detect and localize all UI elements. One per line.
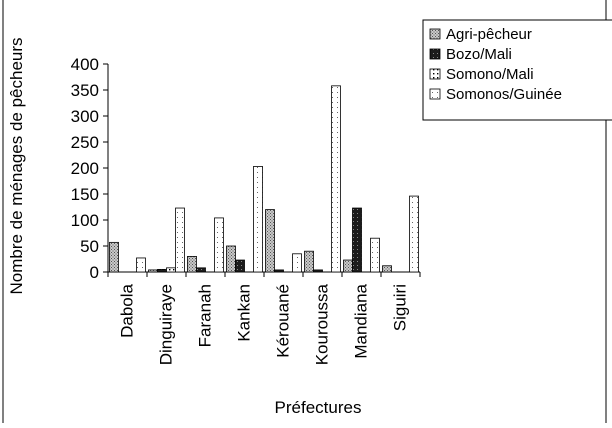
legend-swatch <box>429 48 441 60</box>
legend-swatch <box>429 68 441 80</box>
y-ticks: 0 50 100 150 200 250 300 350 400 <box>71 55 108 282</box>
bar-somono-mali <box>166 267 176 273</box>
bar-agri-p-cheur <box>265 209 275 273</box>
legend-label: Bozo/Mali <box>446 46 512 63</box>
x-tick-label: Kérouané <box>274 284 293 358</box>
x-tick-label: Kouroussa <box>313 283 332 365</box>
y-tick-label: 300 <box>71 107 99 126</box>
bar-bozo-mali <box>352 207 362 273</box>
bar-agri-p-cheur <box>382 265 392 273</box>
x-ticks <box>107 272 421 277</box>
bar-somonos-guin-e <box>136 257 146 273</box>
x-tick-label: Siguiri <box>391 284 410 331</box>
bar-somonos-guin-e <box>370 237 380 273</box>
bar-agri-p-cheur <box>226 245 236 273</box>
x-tick-label: Dinguiraye <box>157 284 176 365</box>
legend-label: Somono/Mali <box>446 66 534 83</box>
bar-agri-p-cheur <box>109 241 119 273</box>
legend: Agri-pêcheur Bozo/Mali Somono/Mali Somonos/… <box>422 19 612 121</box>
bar-somonos-guin-e <box>253 166 263 273</box>
y-tick-label: 100 <box>71 211 99 230</box>
bar-somonos-guin-e <box>214 217 224 273</box>
bar-agri-p-cheur <box>343 259 353 273</box>
bar-somonos-guin-e <box>292 253 302 273</box>
y-tick-label: 200 <box>71 159 99 178</box>
x-tick-label: Mandiana <box>352 283 371 358</box>
y-tick-label: 50 <box>80 237 99 256</box>
legend-swatch <box>429 88 441 100</box>
bar-bozo-mali <box>235 259 245 273</box>
bar-bozo-mali <box>157 268 167 273</box>
x-tick-label: Faranah <box>196 284 215 347</box>
bar-somonos-guin-e <box>175 207 185 273</box>
bar-bozo-mali <box>313 269 323 273</box>
y-tick-label: 400 <box>71 55 99 74</box>
bars <box>109 85 419 273</box>
y-tick-label: 150 <box>71 185 99 204</box>
bar-agri-p-cheur <box>304 250 314 273</box>
y-tick-label: 350 <box>71 81 99 100</box>
y-axis-label: Nombre de ménages de pêcheurs <box>7 37 26 294</box>
bar-agri-p-cheur <box>148 269 158 273</box>
x-tick-labels: Dabola Dinguiraye Faranah Kankan Kérouané Kou… <box>118 283 410 365</box>
legend-label: Somonos/Guinée <box>446 86 562 103</box>
x-tick-label: Kankan <box>235 284 254 342</box>
bar-bozo-mali <box>196 267 206 273</box>
bar-bozo-mali <box>274 269 284 273</box>
legend-box <box>422 19 612 121</box>
y-tick-label: 250 <box>71 133 99 152</box>
bar-somonos-guin-e <box>331 85 341 273</box>
y-tick-label: 0 <box>90 263 99 282</box>
bar-somonos-guin-e <box>409 195 419 273</box>
x-axis-label: Préfectures <box>275 398 362 417</box>
legend-swatch <box>429 28 441 40</box>
legend-label: Agri-pêcheur <box>446 26 532 43</box>
x-tick-label: Dabola <box>118 283 137 337</box>
bar-agri-p-cheur <box>187 255 197 273</box>
